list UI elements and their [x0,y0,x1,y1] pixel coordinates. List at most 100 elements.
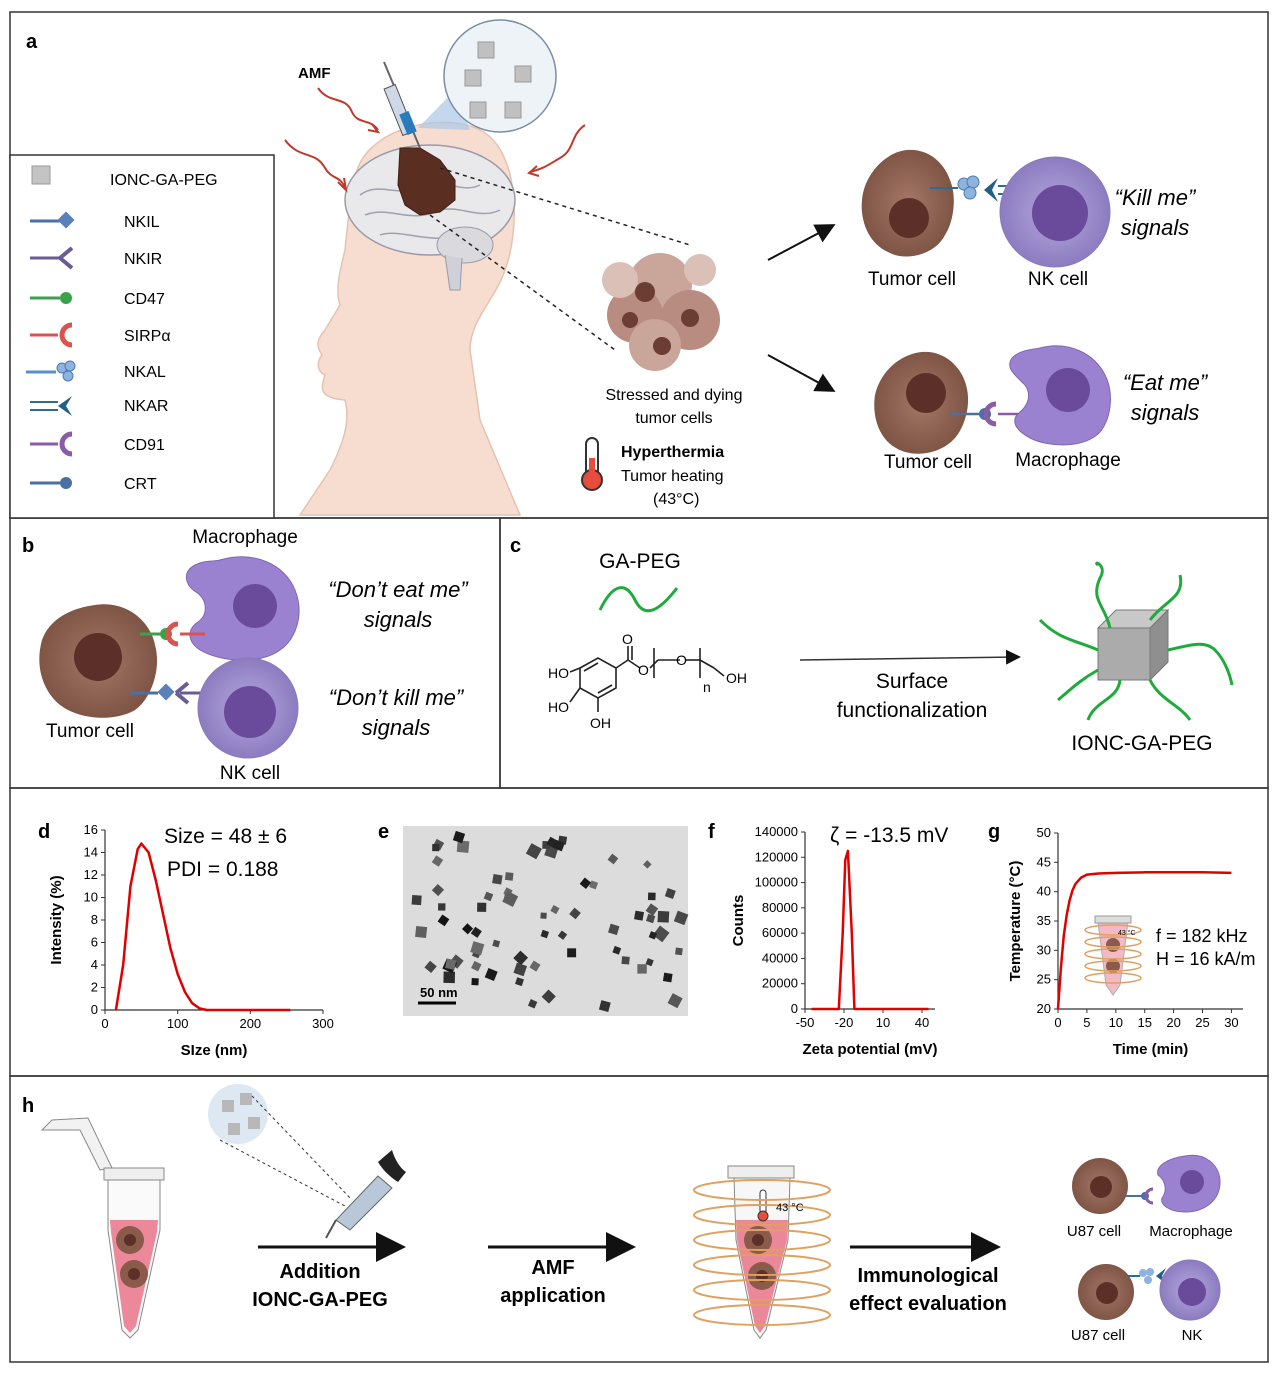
coil-temp-label: 43 °C [776,1202,804,1214]
nanocube [621,956,630,965]
nanocube [492,874,503,885]
functionalization-arrow [799,649,1021,665]
nanocube [579,877,592,889]
oh-text-1: OH [590,715,611,731]
panel-label-b: b [22,535,34,557]
x-tick-label: 5 [1083,1015,1090,1030]
hyper-line-2: (43°C) [653,491,699,508]
nanocube [502,890,519,907]
legend-label-0: IONC-GA-PEG [110,172,218,189]
amf-text-2: application [500,1285,606,1307]
nanocube [607,853,619,865]
x-tick-label: 40 [915,1015,929,1030]
immuno-text-1: Immunological [857,1265,998,1287]
nanocube [438,903,446,911]
panel-g: g 0 5 10 15 20 25 30 20 25 30 35 40 45 50 Time (min) Te… [988,821,1256,1058]
y-tick-label: 40000 [762,950,798,965]
amf-text-1: AMF [531,1257,574,1279]
tem-image [403,826,688,1016]
nanocube [443,971,456,984]
zoom-lines [429,167,691,351]
y-tick-label: 20 [1037,1001,1051,1016]
macrophage-label-a: Macrophage [1015,450,1121,471]
o-text-1: O [622,631,633,647]
nanocube [471,960,482,972]
x-tick-label: 15 [1137,1015,1151,1030]
y-tick-label: 4 [91,957,98,972]
nanocube [608,923,620,936]
eat-me-text-1: “Eat me” [1123,370,1209,395]
x-axis-label: Time (min) [1113,1041,1189,1058]
chart-f: -50 -20 10 40 0 20000 40000 60000 80000 100000 120… [730,824,948,1058]
u87-nk-pair [1078,1259,1221,1321]
nanocube [462,923,474,935]
tumor-cell-bottom [874,351,969,454]
tumor-cell-b [39,604,158,718]
nanocube [484,968,498,981]
tem-nanocubes [411,830,689,1012]
nkal-nkar-receptor [930,175,1020,202]
x-tick-label: 0 [101,1016,108,1031]
n-subscript: n [703,679,711,695]
nanocube [452,830,466,844]
nanocube [492,939,501,948]
y-tick-label: 80000 [762,900,798,915]
x-axis-label: SIze (nm) [181,1042,248,1059]
y-tick-label: 35 [1037,913,1051,928]
legend-label-3: CD47 [124,291,165,308]
u87-label-2: U87 cell [1071,1327,1125,1344]
y-tick-label: 8 [91,912,98,927]
legend-label-2: NKIR [124,251,162,268]
nanocube [529,960,541,972]
arrow-to-macrophage [767,354,836,392]
cup-receptor-icon-cd91 [30,431,73,457]
kill-me-text-1: “Kill me” [1115,185,1197,210]
nanocube [637,964,647,974]
claw-receptor-icon [30,396,72,416]
nanocube [540,929,550,939]
immuno-text-2: effect evaluation [849,1293,1007,1315]
stressed-text-2: tumor cells [635,410,712,427]
hyper-line-1: Tumor heating [621,468,724,485]
x-tick-label: 10 [876,1015,890,1030]
crt-cd91-receptor [950,401,1018,427]
nanocube [657,910,670,923]
nanocube [675,947,683,956]
nanocube [504,872,514,881]
x-tick-label: 200 [239,1016,261,1031]
nanocube [612,945,622,955]
amf-wave-arrows [284,87,586,193]
x-tick-label: 0 [1054,1015,1061,1030]
y-tick-label: 140000 [755,824,798,839]
hyper-title: Hyperthermia [621,444,724,461]
legend-icons [26,165,76,489]
surface-text-2: functionalization [837,699,988,722]
nanocube [647,892,656,901]
nanocube [598,1000,611,1012]
nanocube [540,912,547,919]
panel-c: c GA-PEG HO HO OH OH O O O n Surface fu [510,535,1234,755]
nk-cell-top [999,156,1111,268]
nanocube [553,839,565,852]
nanocube [527,999,538,1009]
y-tick-label: 60000 [762,925,798,940]
series-line-0 [811,849,929,1011]
product-label: IONC-GA-PEG [1071,732,1212,755]
nk-label-h: NK [1182,1327,1203,1344]
panel-label-d: d [38,821,50,843]
macrophage-a [1009,345,1111,446]
macrophage-label-h: Macrophage [1149,1223,1232,1240]
macrophage-label-b: Macrophage [192,527,298,548]
macrophage-b [186,556,300,661]
nanocube [437,914,450,927]
peg-squiggle-icon [598,586,679,613]
y-tick-label: 14 [84,845,98,860]
nanocube [471,977,479,986]
chart-annotation: PDI = 0.188 [167,858,279,881]
y-tick-label: 120000 [755,849,798,864]
head-illustration [298,121,522,516]
nanocube [652,925,670,943]
nanocube [470,926,482,938]
x-tick-label: 100 [167,1016,189,1031]
arrow-to-nk [767,224,836,261]
